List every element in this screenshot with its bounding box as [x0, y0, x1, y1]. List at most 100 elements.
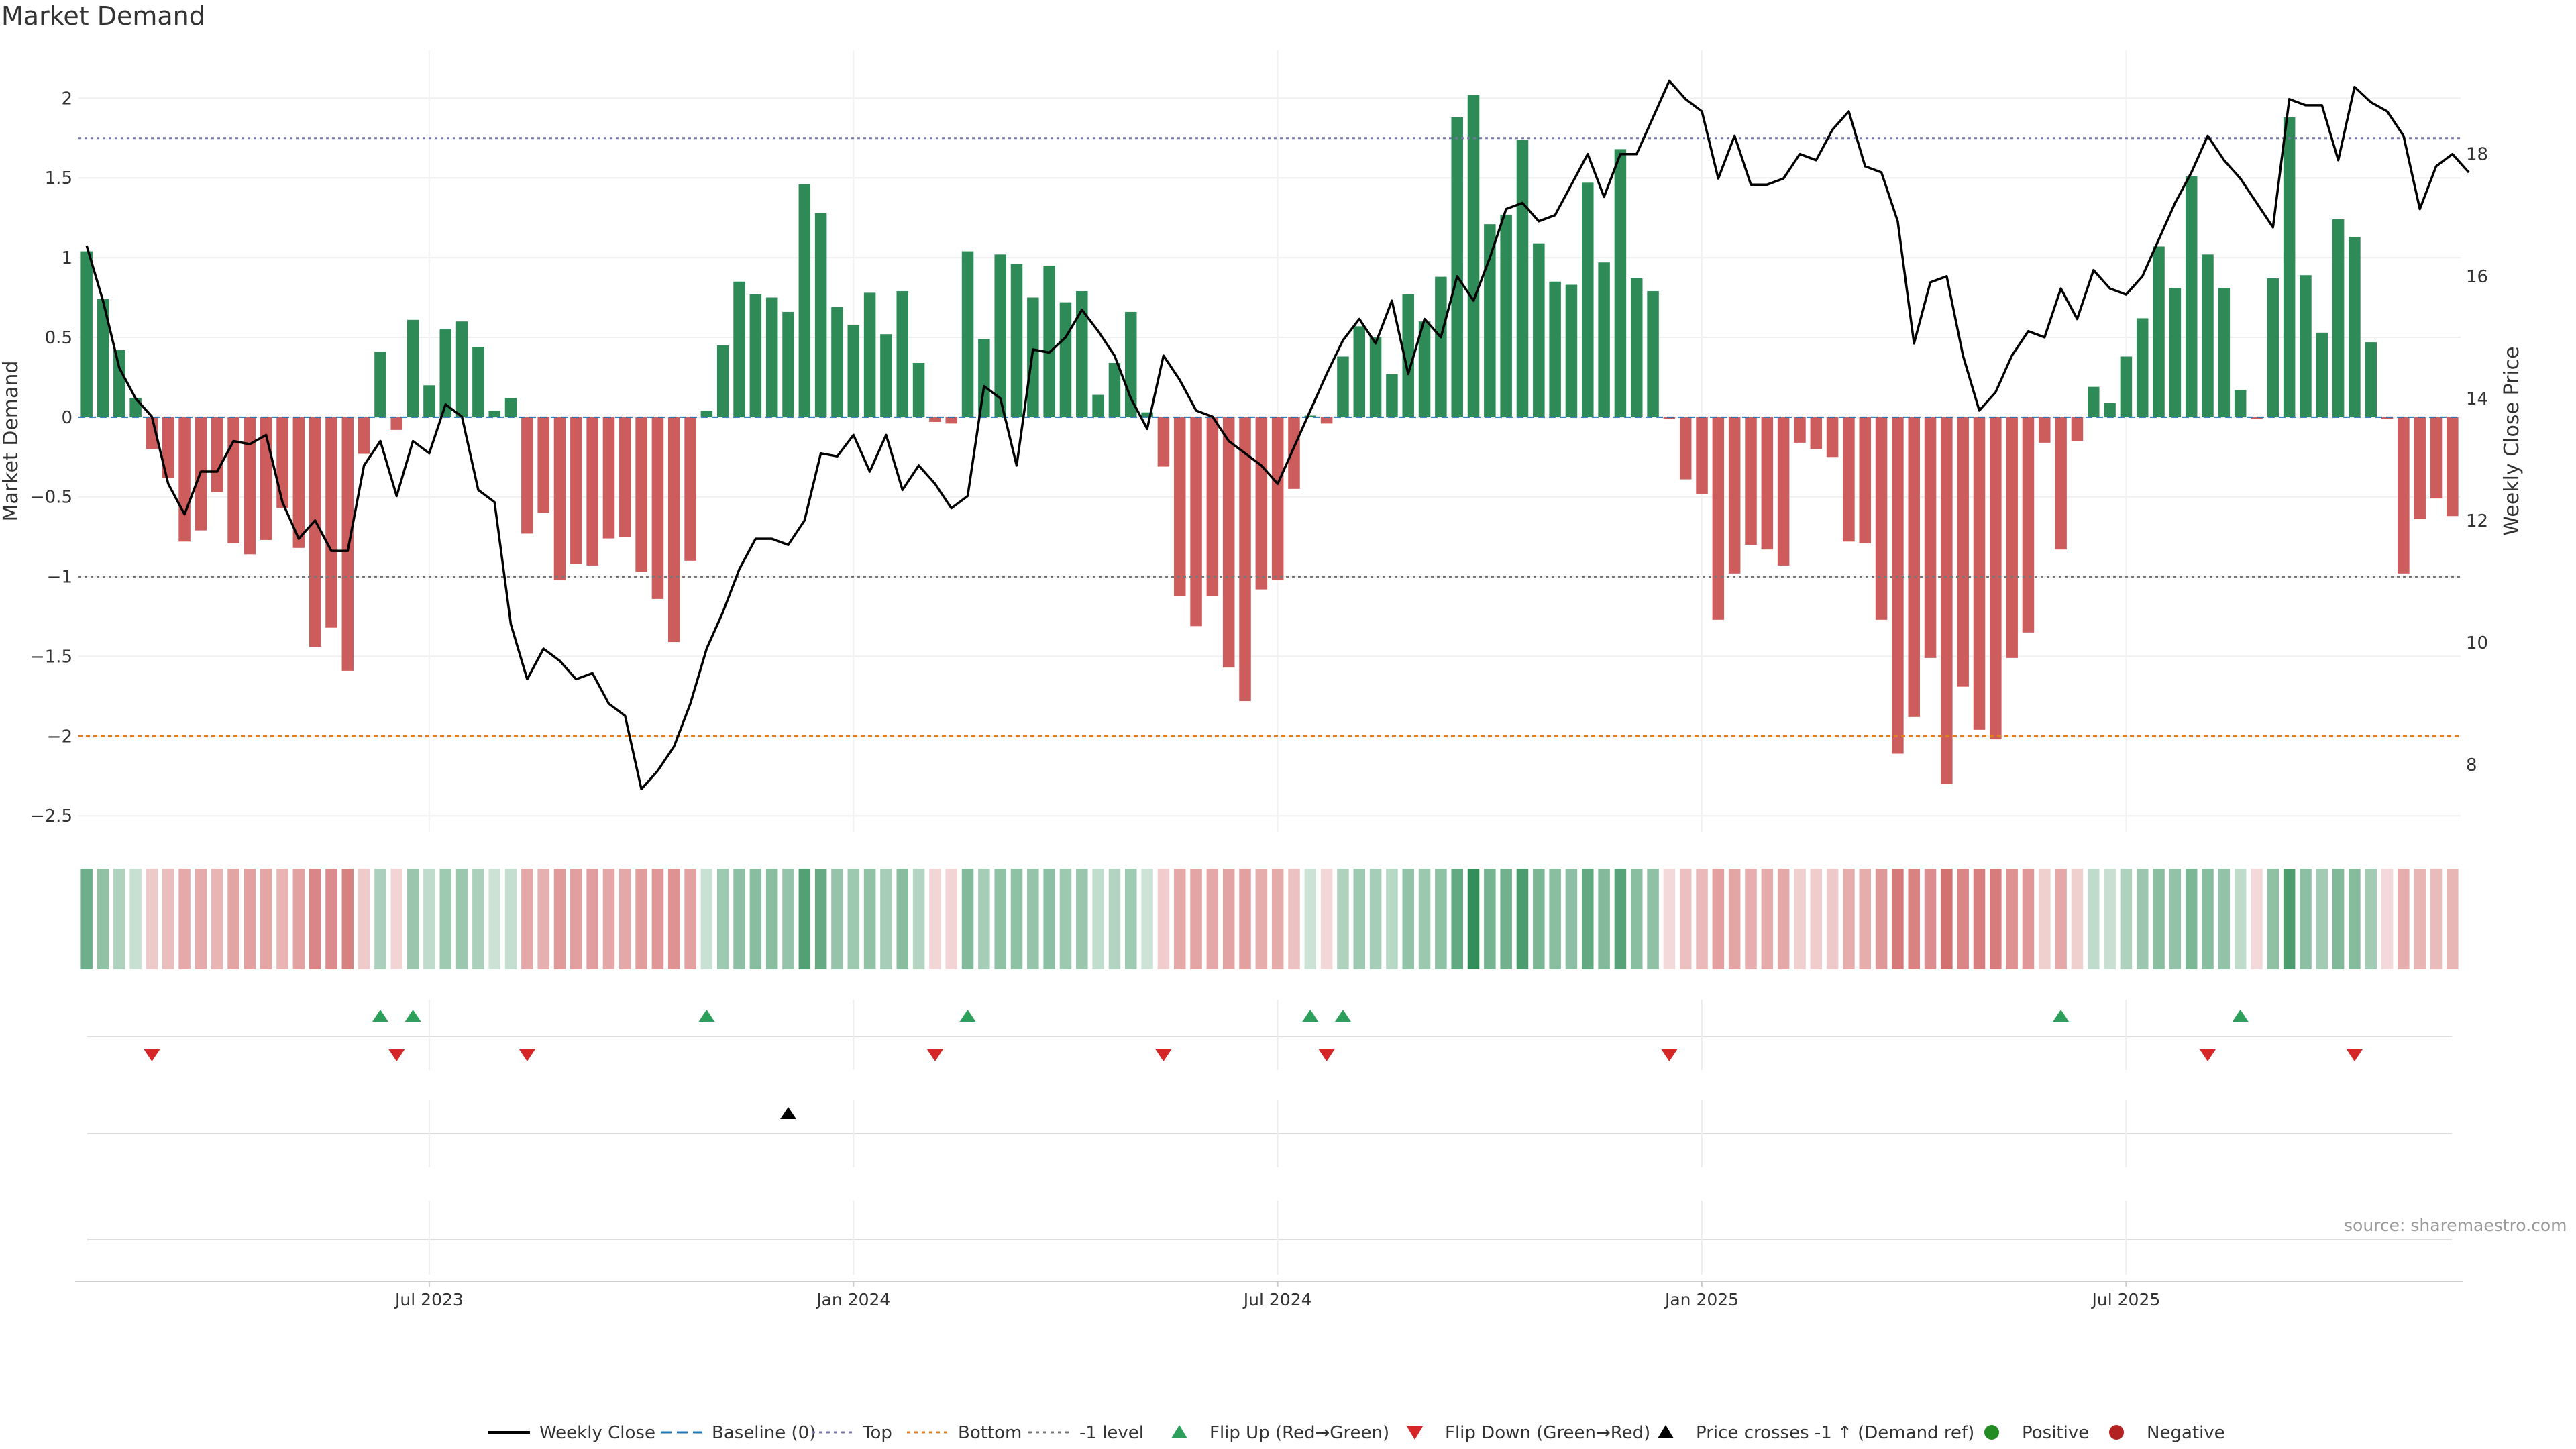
demand-strip-cell: [2447, 869, 2459, 969]
demand-strip-cell: [80, 869, 93, 969]
demand-bar: [390, 417, 403, 430]
demand-bar: [537, 417, 549, 513]
demand-strip-cell: [1843, 869, 1855, 969]
demand-bar: [1190, 417, 1202, 627]
demand-strip-cell: [1076, 869, 1088, 969]
y-tick-label: −2: [47, 727, 72, 747]
chart-title: Market Demand: [1, 1, 205, 31]
demand-strip-cell: [325, 869, 337, 969]
demand-bar: [2136, 318, 2149, 417]
demand-bar: [2006, 417, 2018, 658]
legend-label-9: Positive: [2022, 1423, 2089, 1443]
demand-strip-cell: [1533, 869, 1545, 969]
demand-bar: [978, 339, 990, 417]
y2-axis-label: Weekly Close Price: [2500, 346, 2524, 535]
demand-bar: [407, 319, 419, 417]
demand-bar: [1908, 417, 1920, 717]
demand-strip-cell: [1435, 869, 1447, 969]
demand-strip-cell: [472, 869, 484, 969]
demand-bar: [586, 417, 598, 566]
demand-bar: [374, 352, 386, 417]
demand-strip-cell: [765, 869, 778, 969]
demand-bar: [341, 417, 354, 671]
demand-strip-cell: [2414, 869, 2426, 969]
demand-bar: [635, 417, 647, 572]
demand-strip-cell: [2251, 869, 2263, 969]
demand-strip-cell: [195, 869, 207, 969]
demand-bar: [700, 411, 713, 417]
demand-bar: [831, 307, 843, 417]
demand-strip-cell: [2039, 869, 2051, 969]
demand-bar: [1990, 417, 2002, 740]
flip-down-marker: [2346, 1049, 2363, 1061]
demand-bar: [488, 411, 500, 417]
demand-strip-cell: [700, 869, 713, 969]
demand-strip-cell: [880, 869, 892, 969]
flip-up-marker: [959, 1010, 976, 1022]
demand-strip-cell: [390, 869, 403, 969]
demand-strip-cell: [1467, 869, 1480, 969]
y-tick-label: 2: [61, 89, 72, 109]
flip-up-marker: [405, 1010, 421, 1022]
legend-label-8: Price crosses -1 ↑ (Demand ref): [1696, 1423, 1974, 1443]
demand-strip-cell: [2185, 869, 2198, 969]
demand-bar: [2039, 417, 2051, 443]
demand-bar: [1222, 417, 1235, 668]
y-tick-label: 1.5: [45, 168, 72, 189]
demand-bar: [1500, 214, 1512, 417]
demand-strip-cell: [798, 869, 811, 969]
demand-strip-cell: [2022, 869, 2035, 969]
demand-bar: [1092, 394, 1104, 417]
demand-strip-cell: [2283, 869, 2296, 969]
demand-bar: [2267, 278, 2279, 417]
demand-strip-cell: [1745, 869, 1757, 969]
demand-strip-cell: [358, 869, 370, 969]
demand-bar: [1647, 291, 1659, 417]
demand-strip-cell: [1108, 869, 1121, 969]
demand-strip-cell: [2398, 869, 2410, 969]
y-tick-label: −1: [47, 568, 72, 588]
demand-bar: [1467, 95, 1480, 417]
demand-bar: [782, 311, 794, 417]
y2-tick-label: 8: [2466, 755, 2477, 775]
demand-strip-cell: [423, 869, 435, 969]
demand-bar: [1957, 417, 1969, 687]
demand-strip-cell: [1222, 869, 1235, 969]
demand-strip-cell: [1647, 869, 1659, 969]
demand-bar: [244, 417, 256, 555]
demand-bar: [619, 417, 631, 537]
demand-bar: [423, 385, 435, 417]
demand-strip-cell: [407, 869, 419, 969]
demand-bar: [1484, 224, 1496, 417]
demand-strip-cell: [2055, 869, 2067, 969]
demand-bar: [1582, 182, 1594, 417]
demand-strip-cell: [1484, 869, 1496, 969]
demand-strip-cell: [1810, 869, 1823, 969]
demand-bar: [2430, 417, 2443, 499]
demand-bar: [1451, 117, 1463, 417]
demand-strip-cell: [635, 869, 647, 969]
y2-tick-label: 16: [2466, 267, 2488, 287]
demand-bar: [651, 417, 664, 599]
demand-strip-cell: [749, 869, 762, 969]
demand-bar: [2185, 176, 2198, 417]
demand-bar: [929, 417, 941, 422]
demand-strip-cell: [1875, 869, 1888, 969]
demand-strip-cell: [2136, 869, 2149, 969]
y-tick-label: −1.5: [30, 647, 72, 667]
demand-bar: [1924, 417, 1937, 658]
demand-strip-cell: [1973, 869, 1986, 969]
demand-strip-cell: [374, 869, 386, 969]
x-tick-label: Jul 2025: [2091, 1290, 2161, 1309]
demand-strip-cell: [2349, 869, 2361, 969]
demand-strip-cell: [1027, 869, 1039, 969]
demand-bar: [1076, 291, 1088, 417]
demand-bar: [2398, 417, 2410, 574]
demand-bar: [1614, 149, 1627, 417]
market-demand-chart: 2 1.5 1 0.5 0 −0.5 −1 −1.5 −2 −2.5 Market Demand We…: [0, 50, 2524, 1309]
chart-legend: Weekly Close Baseline (0) Top Bottom -1 leve…: [488, 1423, 2225, 1443]
demand-bar: [211, 417, 223, 492]
demand-bar: [570, 417, 582, 564]
demand-strip-cell: [1679, 869, 1692, 969]
demand-strip-cell: [961, 869, 974, 969]
